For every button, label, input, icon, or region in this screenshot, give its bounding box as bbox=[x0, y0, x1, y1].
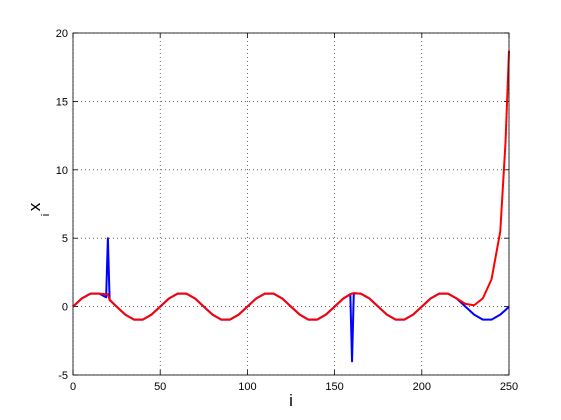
x-tick-label: 0 bbox=[70, 381, 76, 393]
series-line bbox=[72, 50, 510, 321]
x-tick-label: 50 bbox=[154, 381, 166, 393]
x-tick-label: 150 bbox=[325, 381, 343, 393]
y-axis-label-subscript: i bbox=[40, 214, 52, 216]
y-tick-label: 20 bbox=[56, 28, 68, 40]
y-tick-label: 5 bbox=[62, 233, 68, 245]
y-tick-label: 10 bbox=[56, 165, 68, 177]
y-tick-label: 15 bbox=[56, 96, 68, 108]
y-tick-label: -5 bbox=[58, 370, 68, 382]
axes-box bbox=[72, 32, 510, 376]
x-axis-label: i bbox=[289, 391, 293, 410]
y-axis-label: x bbox=[25, 202, 44, 211]
x-tick-label: 200 bbox=[413, 381, 431, 393]
x-tick-label: 100 bbox=[238, 381, 256, 393]
y-axis-label-group: x i bbox=[25, 202, 52, 216]
x-tick-label: 250 bbox=[500, 381, 518, 393]
plot-area bbox=[73, 33, 509, 375]
y-tick-label: 0 bbox=[62, 302, 68, 314]
